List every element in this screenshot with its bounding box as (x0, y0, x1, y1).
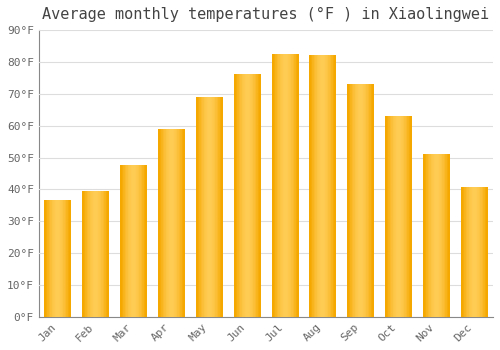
Title: Average monthly temperatures (°F ) in Xiaolingwei: Average monthly temperatures (°F ) in Xi… (42, 7, 490, 22)
